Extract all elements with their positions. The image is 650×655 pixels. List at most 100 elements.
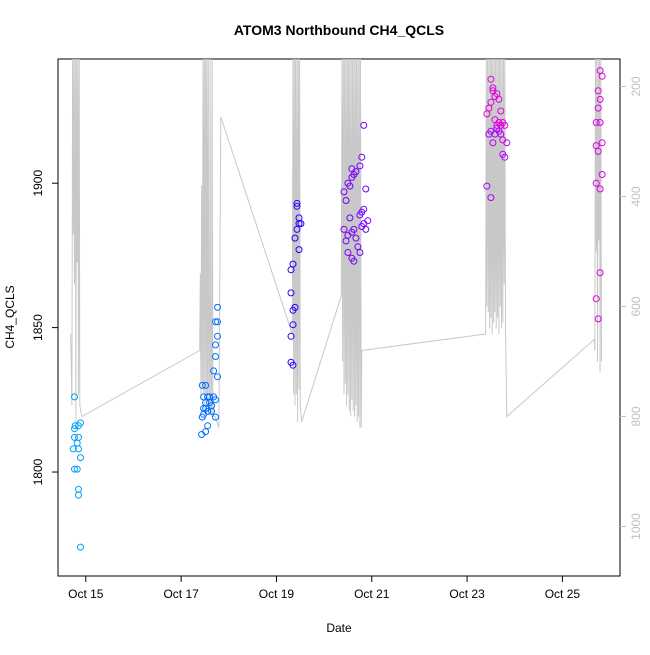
data-point <box>293 202 301 210</box>
secondary-series-line <box>70 58 602 428</box>
right-tick-label: 1000 <box>629 513 643 540</box>
data-point <box>73 439 81 447</box>
data-point <box>75 422 82 430</box>
data-point <box>598 139 606 147</box>
data-point <box>344 179 352 187</box>
data-point <box>360 205 368 213</box>
data-point <box>71 422 79 430</box>
data-point <box>75 445 82 453</box>
data-point <box>287 289 295 297</box>
data-point <box>489 139 497 147</box>
x-tick-label: Oct 23 <box>449 587 485 601</box>
data-point <box>210 367 218 375</box>
data-point <box>289 361 297 369</box>
data-point <box>287 332 295 340</box>
data-point <box>214 318 221 326</box>
data-point <box>214 373 221 381</box>
data-point <box>491 116 499 124</box>
data-point <box>212 318 219 326</box>
data-point <box>596 95 604 103</box>
data-point <box>594 104 602 112</box>
data-point <box>344 249 352 256</box>
data-point <box>350 257 358 265</box>
data-point <box>214 332 221 340</box>
data-point <box>352 234 360 242</box>
data-point <box>592 295 600 303</box>
data-point <box>592 142 600 150</box>
data-point <box>71 393 78 401</box>
data-point <box>293 199 301 207</box>
secondary-line-layer <box>70 58 602 428</box>
data-point <box>596 185 604 193</box>
data-point <box>592 119 600 126</box>
data-point <box>204 422 212 430</box>
right-axis: 200 400 600 800 1000 <box>620 76 643 540</box>
x-tick-label: Oct 21 <box>354 587 390 601</box>
x-axis-label: Date <box>326 621 352 635</box>
data-point <box>291 303 299 311</box>
data-point <box>212 341 219 349</box>
data-point <box>71 433 78 441</box>
data-point <box>501 121 509 129</box>
data-point <box>487 75 495 83</box>
data-point <box>77 454 84 462</box>
data-point <box>356 162 364 170</box>
data-point <box>77 543 84 551</box>
data-point <box>340 188 348 196</box>
x-axis: Oct 15 Oct 17 Oct 19 Oct 21 Oct 23 Oct 25 <box>68 576 580 601</box>
y-tick-label: 1800 <box>31 458 45 485</box>
data-point <box>598 171 606 178</box>
data-point <box>596 119 604 126</box>
data-point <box>212 396 219 404</box>
data-point <box>501 153 509 161</box>
x-tick-label: Oct 17 <box>163 587 199 601</box>
data-point <box>342 197 350 204</box>
x-tick-label: Oct 19 <box>259 587 295 601</box>
data-point <box>198 381 206 389</box>
data-point <box>71 465 78 473</box>
plot-frame <box>57 58 621 577</box>
data-point <box>362 185 370 193</box>
x-tick-label: Oct 25 <box>545 587 581 601</box>
data-point <box>360 121 368 129</box>
x-tick-label: Oct 15 <box>68 587 104 601</box>
y-tick-label: 1900 <box>31 170 45 197</box>
y-axis: 1800 1850 1900 <box>31 170 58 485</box>
data-point <box>487 98 495 106</box>
data-point <box>596 67 604 75</box>
right-tick-label: 200 <box>629 76 643 96</box>
y-tick-label: 1850 <box>31 314 45 341</box>
points-layer <box>69 67 606 551</box>
data-point <box>364 217 372 225</box>
data-point <box>348 165 356 173</box>
data-point <box>596 269 604 277</box>
data-point <box>356 249 364 256</box>
data-point <box>295 214 303 222</box>
data-point <box>346 214 354 222</box>
data-point <box>75 433 82 441</box>
data-point <box>69 445 77 453</box>
data-point <box>75 485 82 493</box>
right-tick-label: 400 <box>629 186 643 206</box>
data-point <box>358 153 366 161</box>
data-point <box>487 194 495 202</box>
data-point <box>214 303 221 311</box>
data-point <box>497 121 505 129</box>
data-point <box>212 413 219 421</box>
data-point <box>200 393 208 401</box>
data-point <box>592 179 600 187</box>
data-point <box>73 465 81 473</box>
data-point <box>212 353 219 360</box>
data-point <box>340 225 348 233</box>
data-point <box>499 136 507 144</box>
data-point <box>289 321 297 329</box>
data-point <box>202 381 210 389</box>
data-point <box>497 107 505 115</box>
data-point <box>291 234 299 242</box>
data-point <box>350 225 358 233</box>
data-point <box>495 95 503 103</box>
data-point <box>483 182 491 190</box>
data-point <box>289 260 297 268</box>
